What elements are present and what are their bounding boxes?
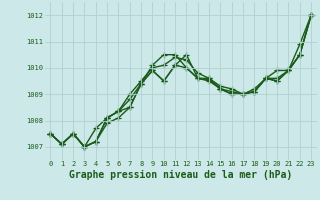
X-axis label: Graphe pression niveau de la mer (hPa): Graphe pression niveau de la mer (hPa) <box>69 170 292 180</box>
